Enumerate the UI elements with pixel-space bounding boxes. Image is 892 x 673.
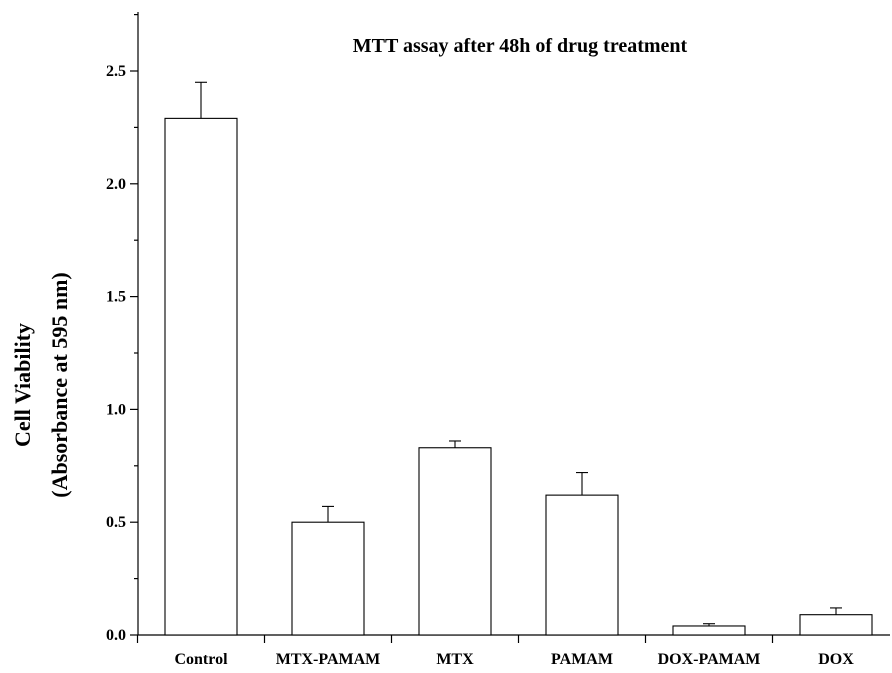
y-tick-label: 1.0 <box>106 401 126 418</box>
y-axis-label-line-2: (Absorbance at 595 nm) <box>47 272 72 498</box>
y-axis-label: Cell Viability (Absorbance at 595 nm) <box>10 272 72 498</box>
bar-mtx-pamam <box>291 521 365 636</box>
x-tick-label: DOX <box>818 651 854 668</box>
x-tick-label: MTX <box>436 651 474 668</box>
x-ticks: Control MTX-PAMAM MTX PAMAM DOX-PAMAM DOX <box>136 635 854 668</box>
bars <box>164 81 873 636</box>
bar-control <box>164 117 238 636</box>
bar-dox-pamam <box>672 625 746 636</box>
y-axis-label-line-1: Cell Viability <box>10 323 35 447</box>
bar-mtx <box>418 447 492 636</box>
bar-pamam <box>545 494 619 636</box>
chart-title: MTT assay after 48h of drug treatment <box>353 35 688 57</box>
bar-dox <box>799 614 873 636</box>
y-tick-label: 0.5 <box>106 514 126 531</box>
x-tick-label: Control <box>174 651 228 668</box>
y-tick-label: 0.0 <box>106 627 126 644</box>
y-tick-label: 2.5 <box>106 63 126 80</box>
y-tick-label: 1.5 <box>106 289 126 306</box>
x-tick-label: PAMAM <box>551 651 613 668</box>
y-ticks: 0.0 0.5 1.0 1.5 2.0 2.5 <box>106 14 138 644</box>
axes <box>137 12 890 636</box>
x-tick-label: DOX-PAMAM <box>658 651 761 668</box>
y-tick-label: 2.0 <box>106 176 126 193</box>
x-tick-label: MTX-PAMAM <box>276 651 381 668</box>
